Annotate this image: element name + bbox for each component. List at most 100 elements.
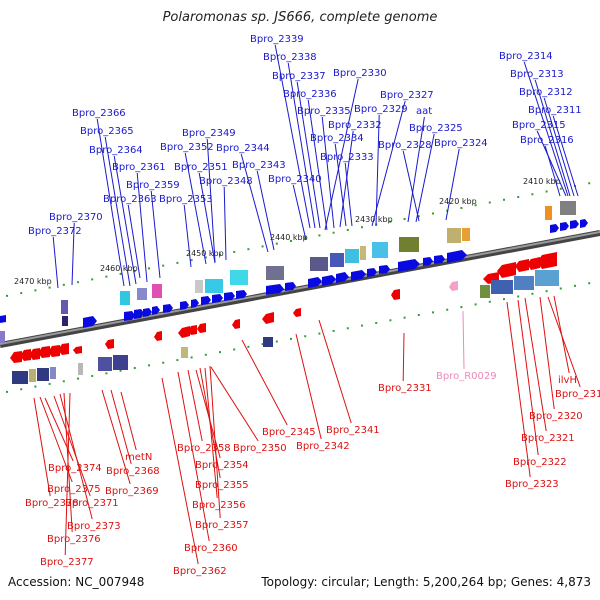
forward-gene-label: Bpro_2348 [199, 176, 253, 187]
reverse-gene-label: ilvH [558, 375, 577, 386]
forward-gene-label: Bpro_2328 [378, 140, 432, 151]
leader-line [240, 153, 269, 253]
reverse-gene-label: Bpro_2377 [40, 557, 94, 568]
track-dot [233, 348, 236, 351]
track-dot [247, 248, 250, 251]
kbp-labels: 2470 kbp 2460 kbp 2450 kbp 2440 kbp 2430… [14, 177, 561, 286]
reverse-gene-label: Bpro_2342 [296, 441, 350, 452]
leader-line [321, 116, 335, 229]
forward-gene-label: Bpro_2349 [182, 128, 236, 139]
gene-arrow [134, 309, 144, 319]
leader-line [177, 371, 210, 542]
track-dot [162, 264, 165, 267]
track-dot [361, 226, 363, 229]
cog-box [230, 270, 248, 285]
leader-line [544, 145, 561, 197]
gene-arrow [188, 325, 197, 335]
leader-line [104, 136, 131, 287]
gene-arrow [322, 275, 336, 286]
cog-box [462, 228, 470, 241]
leader-line [402, 150, 420, 222]
cog-box [205, 279, 223, 293]
cog-box [310, 257, 328, 271]
track-dot [275, 242, 278, 245]
gene-arrow [29, 348, 40, 360]
reverse-gene-label: Bpro_2360 [184, 543, 238, 554]
cog-box [491, 280, 513, 294]
track-dot [403, 217, 406, 220]
gene-arrow [201, 296, 211, 305]
accession-label: Accession: NC_007948 [8, 575, 145, 589]
track-dot [460, 206, 463, 209]
reverse-gene-label: Bpro_2345 [262, 427, 316, 438]
leader-line [113, 155, 137, 285]
track-dot [247, 345, 250, 348]
gene-arrow [497, 262, 516, 278]
forward-gene-label: Bpro_2365 [80, 126, 134, 137]
reverse-gene-label: Bpro_2350 [233, 443, 287, 454]
gene-arrow [124, 311, 135, 321]
forward-gene-label: Bpro_2311 [528, 105, 582, 116]
cog-box [29, 369, 36, 382]
forward-gene-label: Bpro_2332 [328, 120, 382, 131]
reverse-gene-label: Bpro_2374 [48, 463, 102, 474]
track-dot [432, 311, 434, 314]
cog-box [113, 355, 128, 370]
track-dot [105, 372, 108, 375]
cog-box [360, 246, 366, 260]
cog-box [62, 316, 68, 326]
gene-arrow [550, 224, 559, 233]
track-dot [148, 364, 150, 367]
forward-gene-label: Bpro_2338 [263, 52, 317, 63]
cog-box [50, 367, 56, 379]
gene-arrow [178, 326, 190, 338]
forward-gene-label: Bpro_2334 [310, 133, 364, 144]
kbp-label: 2450 kbp [186, 249, 224, 258]
leader-line [33, 397, 51, 497]
top-leader-lines [52, 44, 579, 289]
leader-line [539, 296, 555, 410]
gene-arrow [143, 308, 152, 317]
cog-box [78, 363, 83, 375]
cog-boxes [0, 201, 576, 384]
leader-line [161, 377, 199, 565]
gene-arrow [232, 319, 240, 329]
kbp-label: 2470 kbp [14, 277, 52, 286]
forward-genes [0, 219, 588, 328]
cog-box [266, 266, 284, 280]
track-dot [91, 374, 94, 377]
track-dot [6, 390, 8, 393]
track-dot [503, 298, 505, 301]
track-dot [261, 245, 264, 248]
leader-line [187, 369, 203, 442]
track-dot [62, 283, 65, 286]
forward-gene-label: Bpro_2351 [174, 162, 228, 173]
leader-line [547, 296, 581, 388]
gene-arrow [447, 250, 467, 263]
track-dot [34, 385, 37, 388]
track-dot [403, 316, 406, 319]
gene-arrow [163, 304, 173, 313]
leader-line [183, 204, 192, 268]
track-dot [588, 282, 591, 285]
leader-line [120, 391, 137, 451]
cog-box [98, 357, 112, 371]
track-dot [588, 182, 591, 185]
track-dot [517, 196, 520, 199]
track-dot [531, 292, 534, 295]
leader-line [287, 62, 316, 229]
leader-line [206, 138, 216, 263]
cog-box [0, 331, 5, 343]
leader-line [96, 118, 125, 287]
track-dot [446, 308, 449, 311]
gene-arrow [10, 351, 22, 363]
leader-line [110, 389, 132, 465]
forward-gene-label: Bpro_2315 [512, 120, 566, 131]
leader-line [543, 97, 575, 197]
track-dot [48, 382, 51, 385]
gene-arrow [152, 306, 160, 315]
track-dot [318, 332, 321, 335]
track-dot [290, 239, 292, 242]
forward-gene-label: Bpro_2364 [89, 145, 143, 156]
track-dot [474, 303, 477, 306]
